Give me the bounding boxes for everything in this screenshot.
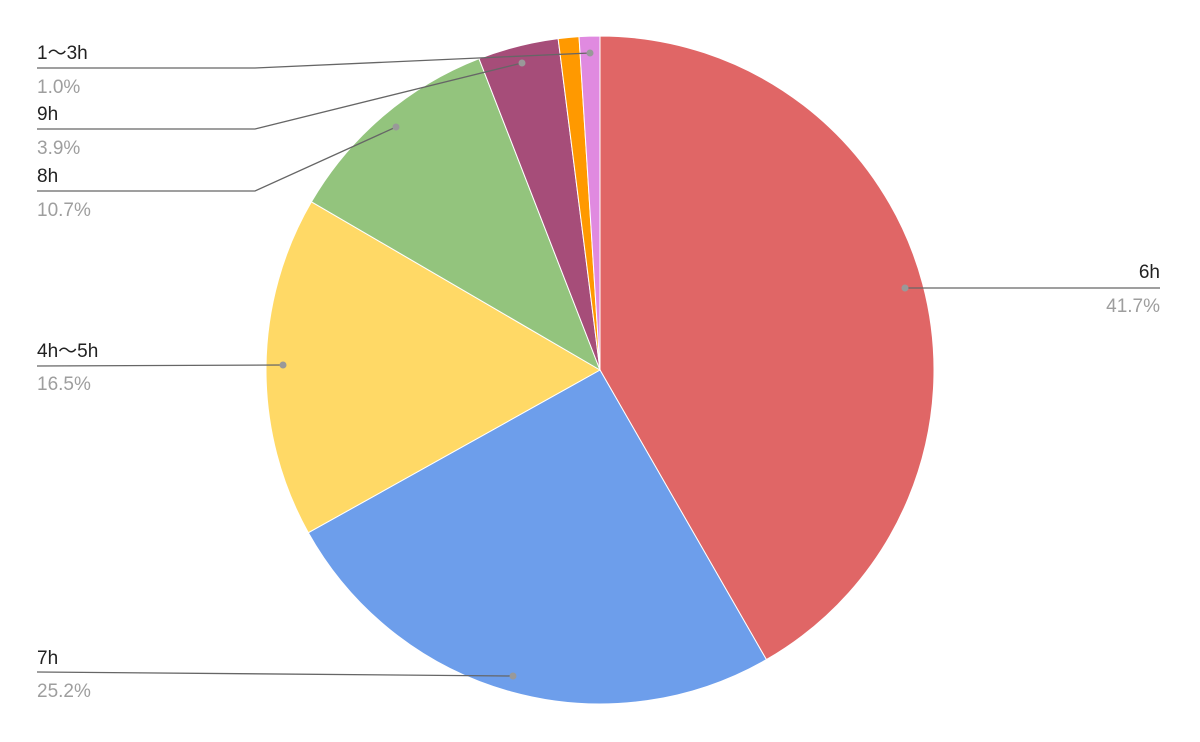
slice-percent-label: 41.7%: [1106, 296, 1160, 317]
leader-dot: [392, 123, 400, 131]
leader-dot: [279, 361, 287, 369]
leader-dot: [586, 49, 594, 57]
leader-line: [36, 364, 284, 367]
slice-label: 4h〜5h: [37, 341, 98, 362]
pie-slice: [599, 35, 935, 661]
slice-label: 1〜3h: [37, 43, 88, 64]
slice-label: 9h: [37, 104, 58, 125]
leader-line: [37, 126, 397, 192]
slice-label: 7h: [37, 648, 58, 669]
leader-dot: [518, 59, 526, 67]
slice-percent-label: 16.5%: [37, 374, 91, 395]
leader-dot: [901, 284, 909, 292]
leader-line: [37, 62, 523, 130]
pie-slice: [310, 58, 601, 372]
leader-line: [37, 52, 591, 69]
pie-slice: [265, 201, 602, 534]
pie-slice: [578, 35, 601, 371]
slice-percent-label: 1.0%: [37, 77, 80, 98]
slice-percent-label: 3.9%: [37, 138, 80, 159]
slice-percent-label: 25.2%: [37, 681, 91, 702]
leader-line: [36, 671, 514, 677]
slice-label: 6h: [1139, 262, 1160, 283]
leader-dot: [509, 672, 517, 680]
slice-percent-label: 10.7%: [37, 200, 91, 221]
pie-slice: [307, 369, 768, 705]
slice-label: 8h: [37, 166, 58, 187]
